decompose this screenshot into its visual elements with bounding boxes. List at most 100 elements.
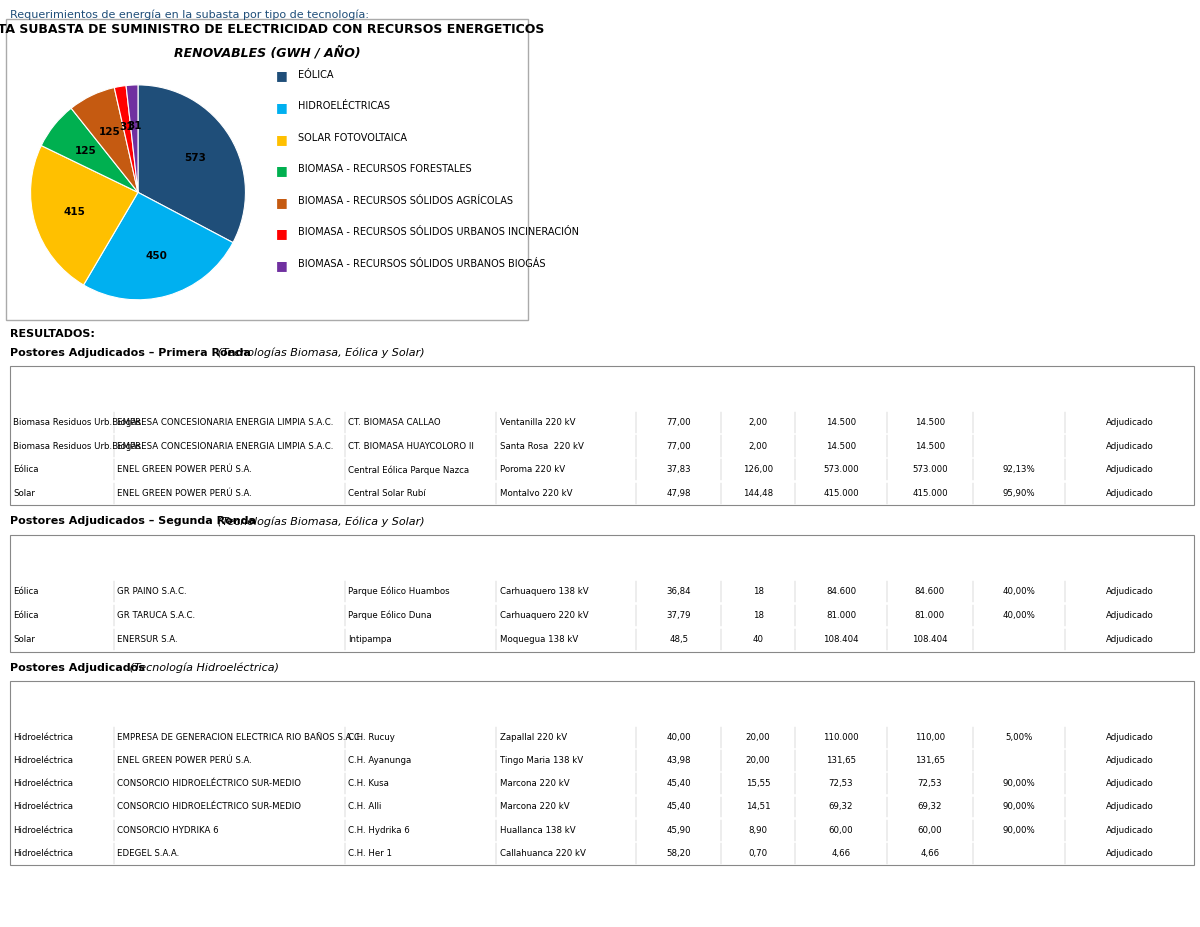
Wedge shape xyxy=(114,85,138,193)
Text: Zapallal 220 kV: Zapallal 220 kV xyxy=(500,733,568,742)
Text: 37,79: 37,79 xyxy=(666,611,691,620)
Text: (Tecnologías Biomasa, Eólica y Solar): (Tecnologías Biomasa, Eólica y Solar) xyxy=(215,348,425,358)
Text: 84.600: 84.600 xyxy=(826,587,856,596)
Text: Adjudicado: Adjudicado xyxy=(1105,489,1153,498)
Text: CONSORCIO HIDROELÉCTRICO SUR-MEDIO: CONSORCIO HIDROELÉCTRICO SUR-MEDIO xyxy=(118,803,301,811)
Text: GR PAINO S.A.C.: GR PAINO S.A.C. xyxy=(118,587,187,596)
Text: 18: 18 xyxy=(752,587,763,596)
Text: Potencia de la
Central (MW): Potencia de la Central (MW) xyxy=(725,694,792,713)
Text: 77,00: 77,00 xyxy=(666,418,691,427)
Text: CONSORCIO HIDROELÉCTRICO SUR-MEDIO: CONSORCIO HIDROELÉCTRICO SUR-MEDIO xyxy=(118,780,301,788)
Text: C.H. Alli: C.H. Alli xyxy=(348,803,382,811)
Text: 69,32: 69,32 xyxy=(918,803,942,811)
Text: C.H. Her 1: C.H. Her 1 xyxy=(348,849,392,857)
Text: 40,00: 40,00 xyxy=(666,733,691,742)
Text: 60,00: 60,00 xyxy=(918,826,942,834)
Text: Central Eólica Parque Nazca: Central Eólica Parque Nazca xyxy=(348,465,469,475)
Text: 90,00%: 90,00% xyxy=(1002,826,1036,834)
Text: C.H. Kusa: C.H. Kusa xyxy=(348,780,389,788)
Text: 4,66: 4,66 xyxy=(920,849,940,857)
Text: Energía Ofertada
Anual (GWh): Energía Ofertada Anual (GWh) xyxy=(800,379,882,398)
Text: 45,40: 45,40 xyxy=(666,803,691,811)
Text: ■: ■ xyxy=(276,164,288,177)
Text: 45,90: 45,90 xyxy=(666,826,691,834)
Text: Montalvo 220 kV: Montalvo 220 kV xyxy=(500,489,572,498)
Text: CONSORCIO HYDRIKA 6: CONSORCIO HYDRIKA 6 xyxy=(118,826,220,834)
Text: 45,40: 45,40 xyxy=(666,780,691,788)
Text: 40: 40 xyxy=(752,635,763,644)
Text: Callahuanca 220 kV: Callahuanca 220 kV xyxy=(500,849,586,857)
Text: BIOMASA - RECURSOS SÓLIDOS URBANOS BIOGÁS: BIOMASA - RECURSOS SÓLIDOS URBANOS BIOGÁ… xyxy=(298,259,545,269)
Text: 14,51: 14,51 xyxy=(746,803,770,811)
Text: 110,00: 110,00 xyxy=(914,733,944,742)
Text: 144,48: 144,48 xyxy=(743,489,773,498)
Text: ■: ■ xyxy=(276,259,288,272)
Text: Poroma 220 kV: Poroma 220 kV xyxy=(500,465,565,475)
Text: 20,00: 20,00 xyxy=(746,733,770,742)
Text: Adjudicado: Adjudicado xyxy=(1105,803,1153,811)
Text: Adjudicado: Adjudicado xyxy=(1105,465,1153,475)
Text: Requerimientos de energía en la subasta por tipo de tecnología:: Requerimientos de energía en la subasta … xyxy=(10,9,368,19)
Wedge shape xyxy=(84,193,233,299)
Text: 43,98: 43,98 xyxy=(666,756,691,765)
Text: 81.000: 81.000 xyxy=(826,611,856,620)
Text: 4TA SUBASTA DE SUMINISTRO DE ELECTRICIDAD CON RECURSOS ENERGETICOS: 4TA SUBASTA DE SUMINISTRO DE ELECTRICIDA… xyxy=(0,23,545,36)
Text: Huallanca 138 kV: Huallanca 138 kV xyxy=(500,826,576,834)
Text: Marcona 220 kV: Marcona 220 kV xyxy=(500,780,570,788)
Text: C.H. Ayanunga: C.H. Ayanunga xyxy=(348,756,412,765)
Text: 2,00: 2,00 xyxy=(749,441,768,451)
Wedge shape xyxy=(41,108,138,193)
Text: ■: ■ xyxy=(276,196,288,209)
Text: 31: 31 xyxy=(120,121,134,132)
Text: SOLAR FOTOVOLTAICA: SOLAR FOTOVOLTAICA xyxy=(298,133,407,143)
Text: Tecnología: Tecnología xyxy=(36,699,88,708)
Text: 4,66: 4,66 xyxy=(832,849,851,857)
Text: ENEL GREEN POWER PERÚ S.A.: ENEL GREEN POWER PERÚ S.A. xyxy=(118,756,252,765)
Text: Proyecto: Proyecto xyxy=(400,699,442,708)
Text: 72,53: 72,53 xyxy=(918,780,942,788)
Text: ENEL GREEN POWER PERÚ S.A.: ENEL GREEN POWER PERÚ S.A. xyxy=(118,489,252,498)
Text: Barra de Oferta: Barra de Oferta xyxy=(529,699,604,708)
Wedge shape xyxy=(138,85,246,243)
Text: Postor: Postor xyxy=(214,384,245,393)
Text: 36,84: 36,84 xyxy=(666,587,691,596)
Text: 18: 18 xyxy=(752,611,763,620)
Text: 573.000: 573.000 xyxy=(823,465,859,475)
Text: Intipampa: Intipampa xyxy=(348,635,392,644)
Text: Hidroeléctrica: Hidroeléctrica xyxy=(13,756,73,765)
Text: 131,65: 131,65 xyxy=(826,756,856,765)
Text: Biomasa Residuos Urb.Biogás: Biomasa Residuos Urb.Biogás xyxy=(13,441,142,451)
Text: Tingo Maria 138 kV: Tingo Maria 138 kV xyxy=(500,756,583,765)
Text: Adjudicado: Adjudicado xyxy=(1105,849,1153,857)
Text: Postor: Postor xyxy=(214,552,245,562)
Text: Barra de Oferta: Barra de Oferta xyxy=(529,384,604,393)
Text: Precio Monómico
(USD/MWh): Precio Monómico (USD/MWh) xyxy=(638,548,719,566)
Text: CT. BIOMASA CALLAO: CT. BIOMASA CALLAO xyxy=(348,418,442,427)
Text: 92,13%: 92,13% xyxy=(1002,465,1036,475)
Text: Energía
Adjudicada
(GWh/año): Energía Adjudicada (GWh/año) xyxy=(904,689,956,718)
Text: 8,90: 8,90 xyxy=(749,826,768,834)
Text: Parque Eólico Duna: Parque Eólico Duna xyxy=(348,611,432,620)
Text: Central Solar Rubí: Central Solar Rubí xyxy=(348,489,426,498)
Text: % mín Energía
Adjudicación
Parcial: % mín Energía Adjudicación Parcial xyxy=(985,374,1052,403)
Text: (Tecnologías Biomasa, Eólica y Solar): (Tecnologías Biomasa, Eólica y Solar) xyxy=(215,516,425,527)
Text: Eólica: Eólica xyxy=(13,465,38,475)
Text: ENEL GREEN POWER PERÚ S.A.: ENEL GREEN POWER PERÚ S.A. xyxy=(118,465,252,475)
Text: ■: ■ xyxy=(276,70,288,83)
Text: Hidroeléctrica: Hidroeléctrica xyxy=(13,849,73,857)
Text: 131,65: 131,65 xyxy=(914,756,944,765)
Text: 0,70: 0,70 xyxy=(749,849,768,857)
Text: Eólica: Eólica xyxy=(13,587,38,596)
Text: 20,00: 20,00 xyxy=(746,756,770,765)
Text: 14.500: 14.500 xyxy=(826,418,856,427)
Text: Solar: Solar xyxy=(13,635,35,644)
Text: 125: 125 xyxy=(98,127,120,137)
Text: RENOVABLES (GWH / AÑO): RENOVABLES (GWH / AÑO) xyxy=(174,46,360,60)
Text: Proyecto: Proyecto xyxy=(400,384,442,393)
Text: Postores Adjudicados: Postores Adjudicados xyxy=(10,663,144,673)
Text: Parque Eólico Huambos: Parque Eólico Huambos xyxy=(348,587,450,596)
Text: EMPRESA CONCESIONARIA ENERGIA LIMPIA S.A.C.: EMPRESA CONCESIONARIA ENERGIA LIMPIA S.A… xyxy=(118,441,334,451)
Text: Energía Ofertada
Anual (GWh): Energía Ofertada Anual (GWh) xyxy=(800,694,882,713)
Text: 108.404: 108.404 xyxy=(823,635,859,644)
Text: 48,5: 48,5 xyxy=(670,635,689,644)
